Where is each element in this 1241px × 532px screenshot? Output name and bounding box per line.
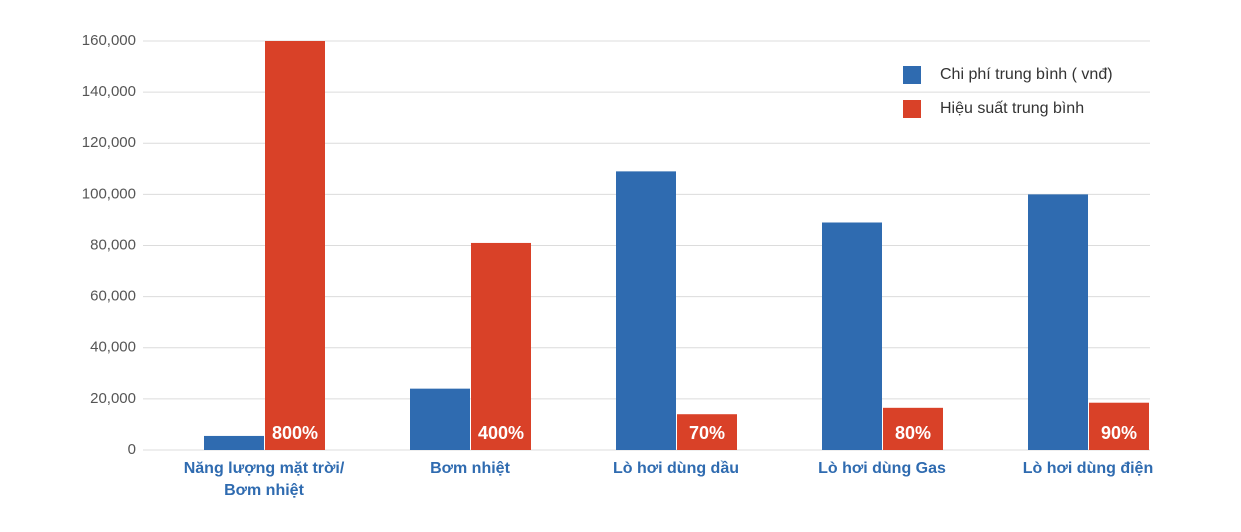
bar-label: 70% <box>689 423 725 443</box>
y-tick-label: 140,000 <box>82 83 136 100</box>
bar-label: 800% <box>272 423 318 443</box>
x-tick-label: Lò hơi dùng Gas <box>818 460 946 477</box>
bar <box>822 222 882 450</box>
y-tick-label: 20,000 <box>90 390 136 407</box>
y-tick-label: 40,000 <box>90 339 136 356</box>
y-tick-label: 120,000 <box>82 134 136 151</box>
bar <box>410 388 470 450</box>
bar <box>883 407 943 450</box>
bar <box>616 171 676 450</box>
bar <box>1028 194 1088 450</box>
bar-label: 90% <box>1101 423 1137 443</box>
bar-label: 400% <box>478 423 524 443</box>
y-tick-label: 60,000 <box>90 288 136 305</box>
y-tick-label: 160,000 <box>82 32 136 49</box>
bar <box>1089 402 1149 450</box>
y-tick-label: 80,000 <box>90 236 136 253</box>
bar <box>677 414 737 450</box>
x-tick-label: Lò hơi dùng dầu <box>612 460 739 477</box>
bar <box>265 41 325 450</box>
x-tick-label: Lò hơi dùng điện <box>1022 460 1154 477</box>
bar-label: 80% <box>895 423 931 443</box>
y-tick-label: 0 <box>128 441 136 458</box>
legend-swatch <box>903 66 921 84</box>
x-tick-label: Bơm nhiệt <box>430 460 510 477</box>
y-tick-label: 100,000 <box>82 185 136 202</box>
legend-label: Hiệu suất trung bình <box>940 100 1084 117</box>
x-tick-label: Năng lượng mặt trời/ Bơm nhiệt <box>183 460 345 499</box>
legend-swatch <box>903 100 921 118</box>
bar <box>204 435 264 450</box>
bar <box>471 242 531 450</box>
legend-label: Chi phí trung bình ( vnđ) <box>940 66 1113 83</box>
